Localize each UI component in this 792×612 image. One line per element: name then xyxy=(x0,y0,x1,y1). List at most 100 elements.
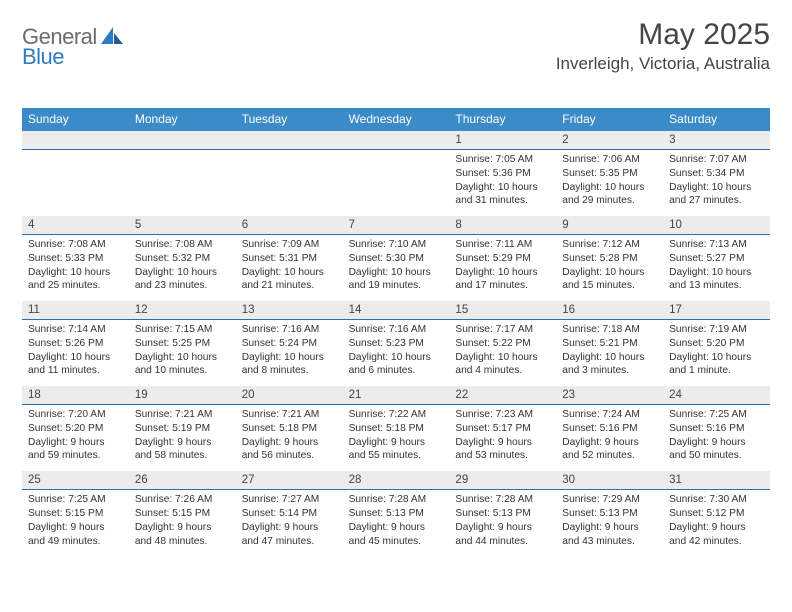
daylight-line2: and 42 minutes. xyxy=(669,535,764,549)
daylight-line1: Daylight: 9 hours xyxy=(455,521,550,535)
sunrise-text: Sunrise: 7:21 AM xyxy=(135,408,230,422)
sunrise-text: Sunrise: 7:26 AM xyxy=(135,493,230,507)
daylight-line1: Daylight: 10 hours xyxy=(242,266,337,280)
sunrise-text: Sunrise: 7:08 AM xyxy=(28,238,123,252)
sunset-text: Sunset: 5:23 PM xyxy=(349,337,444,351)
sunset-text: Sunset: 5:16 PM xyxy=(669,422,764,436)
daylight-line1: Daylight: 9 hours xyxy=(669,521,764,535)
weekday-friday: Friday xyxy=(556,108,663,131)
daylight-line2: and 55 minutes. xyxy=(349,449,444,463)
day-number: 28 xyxy=(343,471,450,489)
sunset-text: Sunset: 5:36 PM xyxy=(455,167,550,181)
weekday-tuesday: Tuesday xyxy=(236,108,343,131)
daylight-line1: Daylight: 10 hours xyxy=(562,181,657,195)
sunset-text: Sunset: 5:33 PM xyxy=(28,252,123,266)
daylight-line1: Daylight: 9 hours xyxy=(455,436,550,450)
day-cell: Sunrise: 7:21 AMSunset: 5:18 PMDaylight:… xyxy=(236,405,343,471)
day-number: 13 xyxy=(236,301,343,319)
day-number: 3 xyxy=(663,131,770,149)
daynum-row: 25262728293031 xyxy=(22,471,770,490)
day-details-row: Sunrise: 7:25 AMSunset: 5:15 PMDaylight:… xyxy=(22,490,770,556)
sunrise-text: Sunrise: 7:10 AM xyxy=(349,238,444,252)
sunset-text: Sunset: 5:15 PM xyxy=(28,507,123,521)
day-number: 30 xyxy=(556,471,663,489)
daylight-line2: and 31 minutes. xyxy=(455,194,550,208)
sunset-text: Sunset: 5:20 PM xyxy=(28,422,123,436)
daylight-line1: Daylight: 10 hours xyxy=(349,351,444,365)
daylight-line2: and 6 minutes. xyxy=(349,364,444,378)
day-number: 19 xyxy=(129,386,236,404)
daylight-line1: Daylight: 10 hours xyxy=(242,351,337,365)
day-number: 5 xyxy=(129,216,236,234)
daylight-line1: Daylight: 9 hours xyxy=(669,436,764,450)
day-number: 2 xyxy=(556,131,663,149)
day-number xyxy=(343,131,450,149)
day-details-row: Sunrise: 7:14 AMSunset: 5:26 PMDaylight:… xyxy=(22,320,770,386)
day-number: 20 xyxy=(236,386,343,404)
daylight-line2: and 13 minutes. xyxy=(669,279,764,293)
day-number: 25 xyxy=(22,471,129,489)
daylight-line2: and 44 minutes. xyxy=(455,535,550,549)
day-cell xyxy=(129,150,236,216)
day-cell: Sunrise: 7:26 AMSunset: 5:15 PMDaylight:… xyxy=(129,490,236,556)
daynum-row: 11121314151617 xyxy=(22,301,770,320)
sunrise-text: Sunrise: 7:29 AM xyxy=(562,493,657,507)
daylight-line1: Daylight: 9 hours xyxy=(562,521,657,535)
sunset-text: Sunset: 5:24 PM xyxy=(242,337,337,351)
daylight-line1: Daylight: 10 hours xyxy=(455,266,550,280)
day-cell: Sunrise: 7:18 AMSunset: 5:21 PMDaylight:… xyxy=(556,320,663,386)
day-cell: Sunrise: 7:25 AMSunset: 5:15 PMDaylight:… xyxy=(22,490,129,556)
day-number: 8 xyxy=(449,216,556,234)
sunset-text: Sunset: 5:30 PM xyxy=(349,252,444,266)
day-cell: Sunrise: 7:11 AMSunset: 5:29 PMDaylight:… xyxy=(449,235,556,301)
daylight-line2: and 47 minutes. xyxy=(242,535,337,549)
sunset-text: Sunset: 5:13 PM xyxy=(455,507,550,521)
sunset-text: Sunset: 5:13 PM xyxy=(349,507,444,521)
daylight-line1: Daylight: 9 hours xyxy=(135,436,230,450)
day-cell: Sunrise: 7:24 AMSunset: 5:16 PMDaylight:… xyxy=(556,405,663,471)
sunset-text: Sunset: 5:14 PM xyxy=(242,507,337,521)
day-cell: Sunrise: 7:08 AMSunset: 5:32 PMDaylight:… xyxy=(129,235,236,301)
daylight-line1: Daylight: 9 hours xyxy=(135,521,230,535)
sunrise-text: Sunrise: 7:14 AM xyxy=(28,323,123,337)
daylight-line1: Daylight: 10 hours xyxy=(562,351,657,365)
day-number: 10 xyxy=(663,216,770,234)
sunrise-text: Sunrise: 7:16 AM xyxy=(242,323,337,337)
day-number: 15 xyxy=(449,301,556,319)
day-cell: Sunrise: 7:07 AMSunset: 5:34 PMDaylight:… xyxy=(663,150,770,216)
sunrise-text: Sunrise: 7:24 AM xyxy=(562,408,657,422)
sunset-text: Sunset: 5:13 PM xyxy=(562,507,657,521)
daylight-line2: and 27 minutes. xyxy=(669,194,764,208)
daylight-line1: Daylight: 10 hours xyxy=(28,266,123,280)
sunset-text: Sunset: 5:35 PM xyxy=(562,167,657,181)
sunrise-text: Sunrise: 7:22 AM xyxy=(349,408,444,422)
sunrise-text: Sunrise: 7:28 AM xyxy=(455,493,550,507)
daylight-line2: and 49 minutes. xyxy=(28,535,123,549)
day-cell xyxy=(236,150,343,216)
daylight-line1: Daylight: 10 hours xyxy=(135,266,230,280)
day-number: 1 xyxy=(449,131,556,149)
logo-text-blue: Blue xyxy=(22,44,64,69)
daylight-line1: Daylight: 10 hours xyxy=(669,181,764,195)
day-cell xyxy=(343,150,450,216)
calendar-grid: SundayMondayTuesdayWednesdayThursdayFrid… xyxy=(22,108,770,556)
day-cell: Sunrise: 7:19 AMSunset: 5:20 PMDaylight:… xyxy=(663,320,770,386)
daylight-line1: Daylight: 9 hours xyxy=(28,521,123,535)
day-cell: Sunrise: 7:05 AMSunset: 5:36 PMDaylight:… xyxy=(449,150,556,216)
sunset-text: Sunset: 5:27 PM xyxy=(669,252,764,266)
sunset-text: Sunset: 5:22 PM xyxy=(455,337,550,351)
daylight-line1: Daylight: 10 hours xyxy=(455,351,550,365)
sunrise-text: Sunrise: 7:05 AM xyxy=(455,153,550,167)
sunset-text: Sunset: 5:21 PM xyxy=(562,337,657,351)
day-cell: Sunrise: 7:27 AMSunset: 5:14 PMDaylight:… xyxy=(236,490,343,556)
day-number: 22 xyxy=(449,386,556,404)
day-number: 23 xyxy=(556,386,663,404)
day-number: 7 xyxy=(343,216,450,234)
sunset-text: Sunset: 5:20 PM xyxy=(669,337,764,351)
day-cell: Sunrise: 7:16 AMSunset: 5:24 PMDaylight:… xyxy=(236,320,343,386)
day-cell: Sunrise: 7:23 AMSunset: 5:17 PMDaylight:… xyxy=(449,405,556,471)
day-cell: Sunrise: 7:14 AMSunset: 5:26 PMDaylight:… xyxy=(22,320,129,386)
daylight-line2: and 43 minutes. xyxy=(562,535,657,549)
daylight-line1: Daylight: 10 hours xyxy=(135,351,230,365)
weeks-container: 123Sunrise: 7:05 AMSunset: 5:36 PMDaylig… xyxy=(22,131,770,556)
